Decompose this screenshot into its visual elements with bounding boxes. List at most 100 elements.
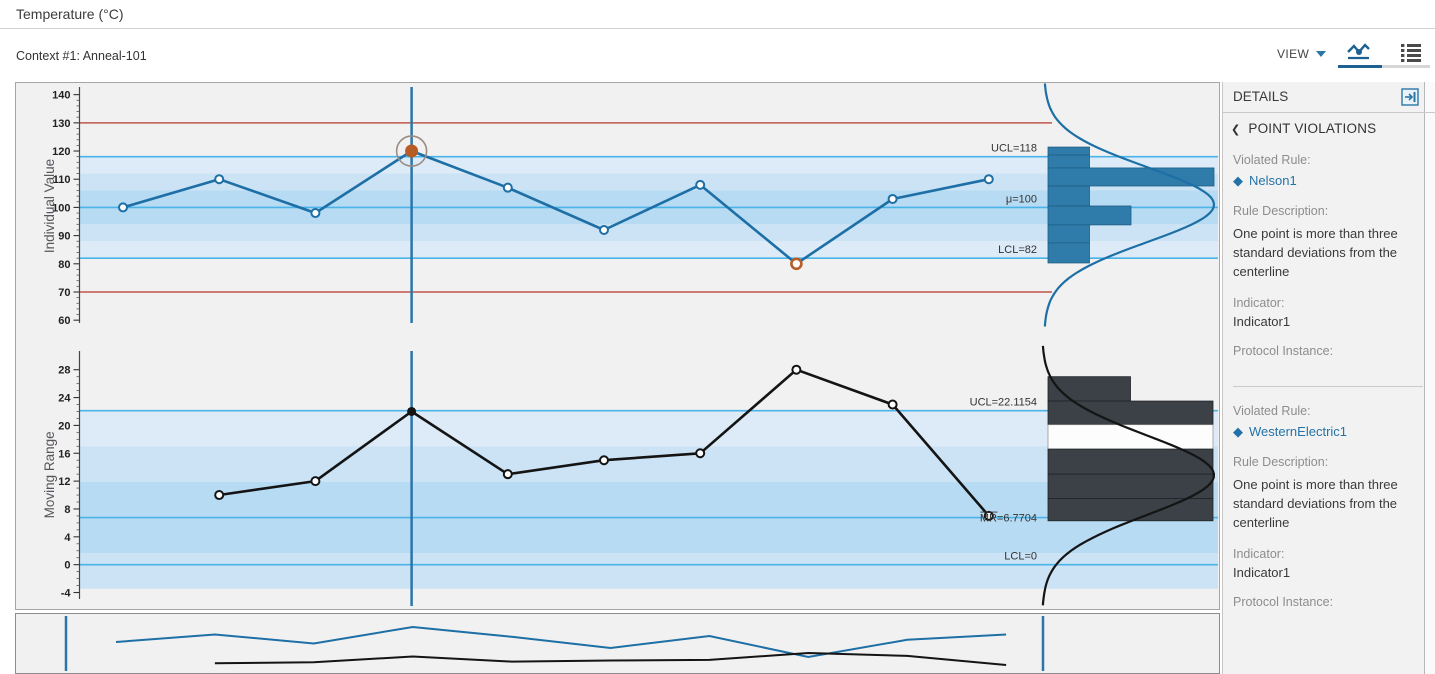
distribution-curve (1043, 83, 1216, 327)
y-tick-label: 60 (58, 315, 70, 327)
data-point[interactable] (599, 224, 609, 235)
y-tick-label: 4 (64, 532, 71, 544)
point-violations-title: POINT VIOLATIONS (1248, 121, 1377, 136)
data-point[interactable] (887, 193, 898, 204)
y-tick-label: 8 (64, 504, 70, 516)
page-title: Temperature (°C) (16, 6, 124, 22)
navigator-individuals-line (115, 625, 1007, 659)
details-title: DETAILS (1233, 89, 1289, 104)
y-tick-label: 120 (52, 146, 70, 158)
y-tick-label: 16 (58, 448, 70, 460)
y-tick-label: 0 (64, 560, 70, 572)
rule-link[interactable]: WesternElectric1 (1249, 424, 1348, 439)
chevron-down-icon (1316, 51, 1327, 57)
inactive-tab-indicator (1382, 65, 1430, 68)
view-menu-button[interactable]: VIEW (1277, 47, 1327, 61)
limit-label: UCL=118 (991, 143, 1037, 155)
diamond-icon: ◆ (1233, 424, 1243, 439)
title-bar: Temperature (°C) (0, 0, 1435, 29)
rule-description: One point is more than three standard de… (1233, 226, 1398, 279)
y-tick-label: 28 (58, 365, 70, 377)
data-point[interactable] (695, 179, 706, 190)
y-axis-title: Moving Range (42, 431, 57, 518)
rule-description-label: Rule Description: (1233, 204, 1329, 218)
details-panel: DETAILS ❮ POINT VIOLATIONS Violated Rule… (1222, 82, 1435, 674)
y-tick-label: 12 (58, 476, 70, 488)
selection-halo (395, 135, 428, 167)
violation-item: Violated Rule: ◆ WesternElectric1 Rule De… (1233, 387, 1423, 621)
moving-range-histogram (1047, 376, 1214, 522)
data-point[interactable] (983, 174, 994, 185)
data-point[interactable] (214, 490, 225, 501)
data-point[interactable] (310, 476, 321, 487)
data-point[interactable] (310, 208, 321, 219)
y-tick-label: -4 (61, 588, 72, 600)
violated-rule-label: Violated Rule: (1233, 404, 1311, 418)
data-point[interactable] (599, 455, 609, 466)
selected-point[interactable] (407, 406, 417, 416)
y-tick-label: 140 (52, 90, 70, 102)
violation-point[interactable] (405, 144, 419, 158)
protocol-instance-value (1233, 362, 1423, 370)
limit-label: μ=100 (1006, 193, 1037, 205)
data-point[interactable] (791, 364, 802, 375)
y-tick-label: 90 (58, 231, 70, 243)
indicator-label: Indicator: (1233, 296, 1285, 310)
run-chart-icon (1347, 43, 1370, 60)
limit-label: UCL=22.1154 (970, 397, 1037, 409)
diamond-icon: ◆ (1233, 173, 1243, 188)
chevron-left-icon: ❮ (1231, 124, 1241, 136)
protocol-instance-label: Protocol Instance: (1233, 344, 1334, 358)
limit-label: LCL=0 (1004, 551, 1037, 563)
y-tick-label: 130 (52, 118, 70, 130)
y-axis-title: Individual Value (42, 159, 57, 253)
sigma-zone (80, 553, 1218, 589)
context-breadcrumb: Context #1: Anneal-101 (16, 49, 147, 63)
collapse-panel-icon[interactable] (1401, 88, 1419, 106)
rule-description: One point is more than three standard de… (1233, 477, 1398, 530)
data-point[interactable] (502, 469, 513, 480)
indicator-value: Indicator1 (1233, 565, 1291, 580)
tab-chart-view[interactable] (1345, 41, 1371, 63)
tab-list-view[interactable] (1399, 41, 1425, 63)
individuals-series (122, 149, 990, 266)
limit-label: MR=6.7704 (980, 513, 1037, 525)
view-menu-label: VIEW (1277, 47, 1310, 61)
rule-link[interactable]: Nelson1 (1249, 173, 1297, 188)
y-tick-label: 20 (58, 420, 70, 432)
violation-point[interactable] (790, 257, 803, 271)
moving-range-chart: -4 0 4 8 12 16 20 24 28 Moving Range UCL=22.1154 MR… (42, 345, 1218, 606)
rule-description-label: Rule Description: (1233, 455, 1329, 469)
sigma-zone (80, 156, 1218, 174)
y-tick-label: 80 (58, 259, 70, 271)
sigma-zone (80, 446, 1218, 482)
indicator-value: Indicator1 (1233, 314, 1291, 329)
violations-list: Violated Rule: ◆ Nelson1 Rule Description… (1223, 153, 1435, 621)
data-point[interactable] (214, 174, 225, 185)
point-violations-header[interactable]: ❮ POINT VIOLATIONS (1223, 113, 1435, 138)
indicator-label: Indicator: (1233, 547, 1285, 561)
sigma-zone (80, 173, 1218, 191)
individuals-chart: 60 70 80 90 100 110 120 130 140 Individual Value U… (42, 83, 1218, 327)
data-point[interactable] (695, 448, 706, 459)
y-tick-label: 100 (52, 202, 70, 214)
data-point[interactable] (887, 399, 898, 410)
control-chart-panel: 60 70 80 90 100 110 120 130 140 Individual Value U… (15, 82, 1220, 610)
distribution-curve (1041, 345, 1216, 606)
limit-label: LCL=82 (998, 244, 1037, 256)
navigator-moving-range-line (214, 651, 1007, 666)
details-header: DETAILS (1223, 82, 1435, 113)
sigma-zone (80, 241, 1218, 259)
data-point[interactable] (502, 182, 513, 193)
active-tab-indicator (1338, 65, 1382, 68)
data-point[interactable] (118, 202, 128, 213)
details-scrollbar-track[interactable] (1424, 82, 1435, 674)
individuals-histogram (1047, 146, 1215, 264)
y-tick-label: 70 (58, 287, 70, 299)
section-divider (1233, 386, 1423, 387)
sigma-zone (80, 224, 1218, 242)
violation-item: Violated Rule: ◆ Nelson1 Rule Description… (1233, 153, 1423, 370)
navigator-minichart (64, 616, 1045, 671)
chart-navigator[interactable] (15, 613, 1220, 674)
